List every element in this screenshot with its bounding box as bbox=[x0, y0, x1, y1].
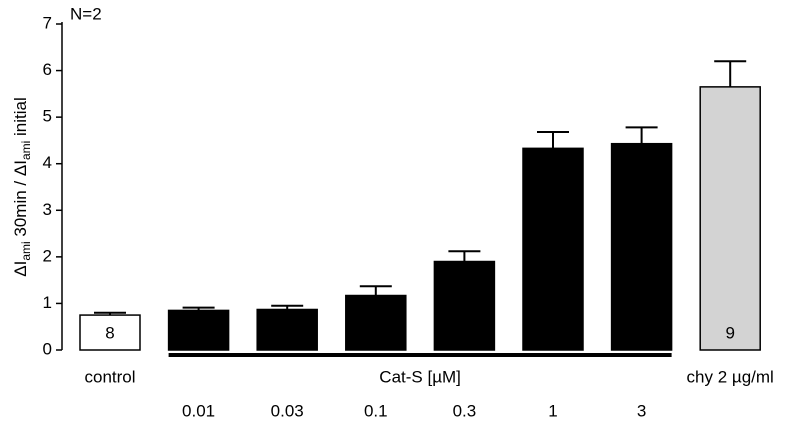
x-tick-label: 0.3 bbox=[453, 401, 477, 420]
y-tick-label: 2 bbox=[43, 246, 52, 265]
x-tick-label: chy 2 µg/ml bbox=[687, 367, 774, 386]
y-label-part: initial bbox=[11, 97, 30, 140]
bar bbox=[345, 294, 407, 351]
y-label-part: ΔI bbox=[11, 261, 30, 277]
n-label: 7 bbox=[282, 323, 291, 342]
n-label: 8 bbox=[460, 323, 469, 342]
n-label: 8 bbox=[105, 323, 114, 342]
n-label: 9 bbox=[371, 323, 380, 342]
y-label-part: 30min / ΔI bbox=[11, 160, 30, 241]
x-tick-label: 0.01 bbox=[182, 401, 215, 420]
bar bbox=[167, 309, 230, 351]
n-label: 9 bbox=[725, 323, 734, 342]
y-tick-label: 1 bbox=[43, 293, 52, 312]
y-label-part: ami bbox=[19, 241, 33, 260]
bar bbox=[522, 147, 584, 351]
bar bbox=[433, 260, 496, 351]
bar bbox=[610, 142, 673, 351]
y-tick-label: 0 bbox=[43, 339, 52, 358]
n-label: 9 bbox=[194, 323, 203, 342]
group-label: Cat-S [µM] bbox=[379, 367, 461, 386]
annotation: N=2 bbox=[70, 4, 102, 23]
y-tick-label: 3 bbox=[43, 200, 52, 219]
x-tick-label: 0.1 bbox=[364, 401, 388, 420]
y-tick-label: 5 bbox=[43, 107, 52, 126]
bar bbox=[256, 308, 318, 351]
n-label: 7 bbox=[548, 323, 557, 342]
x-tick-label: control bbox=[84, 367, 135, 386]
bar bbox=[699, 86, 761, 351]
x-tick-label: 0.03 bbox=[271, 401, 304, 420]
x-tick-label: 1 bbox=[548, 401, 557, 420]
y-axis-label: ΔIami 30min / ΔIami initial bbox=[11, 97, 33, 277]
n-label: 8 bbox=[637, 323, 646, 342]
y-tick-label: 6 bbox=[43, 60, 52, 79]
y-tick-label: 7 bbox=[43, 13, 52, 32]
bar bbox=[79, 314, 141, 351]
y-tick-label: 4 bbox=[43, 153, 52, 172]
x-tick-label: 3 bbox=[637, 401, 646, 420]
y-label-part: ami bbox=[19, 141, 33, 160]
